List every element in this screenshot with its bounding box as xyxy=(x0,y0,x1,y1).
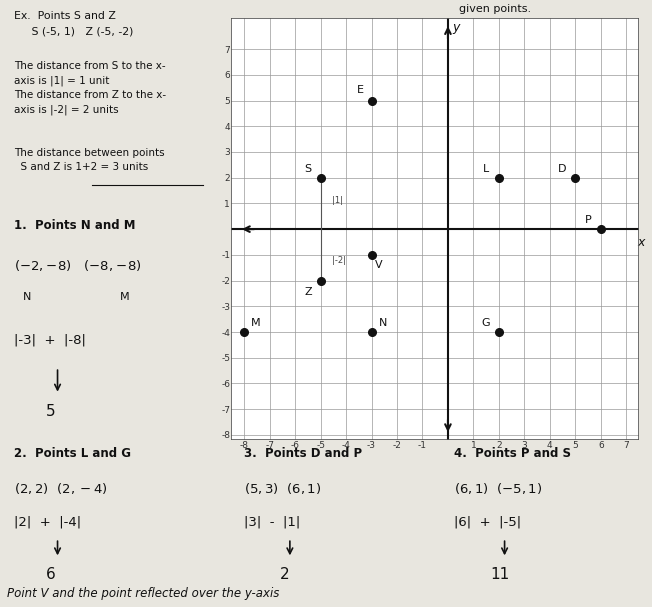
Text: given points.: given points. xyxy=(460,4,531,14)
Text: D: D xyxy=(558,164,567,174)
Text: P: P xyxy=(585,215,591,225)
Text: 2.  Points L and G: 2. Points L and G xyxy=(14,447,131,460)
Text: Z: Z xyxy=(304,287,312,297)
Text: $(6, 1)$  $(-5, 1)$: $(6, 1)$ $(-5, 1)$ xyxy=(454,481,542,497)
Text: E: E xyxy=(357,85,364,95)
Text: N: N xyxy=(379,318,387,328)
Text: y: y xyxy=(452,21,459,34)
Text: S: S xyxy=(304,164,312,174)
Text: |-2|: |-2| xyxy=(332,256,346,265)
Text: |1|: |1| xyxy=(332,197,343,205)
Text: |3|  -  |1|: |3| - |1| xyxy=(244,515,300,529)
Text: G: G xyxy=(482,318,490,328)
Text: 2: 2 xyxy=(280,567,289,582)
Text: 6: 6 xyxy=(46,567,56,582)
Text: |2|  +  |-4|: |2| + |-4| xyxy=(14,515,81,529)
Text: $(5, 3)$  $(6, 1)$: $(5, 3)$ $(6, 1)$ xyxy=(244,481,321,497)
Text: 1.  Points N and M: 1. Points N and M xyxy=(14,219,136,232)
Text: Ex.  Points S and Z
     S (-5, 1)   Z (-5, -2): Ex. Points S and Z S (-5, 1) Z (-5, -2) xyxy=(14,12,133,51)
Text: $(2, 2)$  $(2, -4)$: $(2, 2)$ $(2, -4)$ xyxy=(14,481,108,497)
Text: L: L xyxy=(483,164,489,174)
Text: 3.  Points D and P: 3. Points D and P xyxy=(244,447,362,460)
Text: |6|  +  |-5|: |6| + |-5| xyxy=(454,515,521,529)
Text: V: V xyxy=(376,260,383,270)
Text: N: N xyxy=(23,292,31,302)
Text: M: M xyxy=(120,292,129,302)
Text: The distance between points
  S and Z is 1+2 = 3 units: The distance between points S and Z is 1… xyxy=(14,148,164,172)
Text: 4.  Points P and S: 4. Points P and S xyxy=(454,447,571,460)
Text: 11: 11 xyxy=(490,567,509,582)
Text: The distance from S to the x-
axis is |1| = 1 unit
The distance from Z to the x-: The distance from S to the x- axis is |1… xyxy=(14,61,166,115)
Text: x: x xyxy=(638,236,645,248)
Text: 5: 5 xyxy=(46,404,55,419)
Text: $(-2,\!-\!8)$   $(-8,\!-\!8)$: $(-2,\!-\!8)$ $(-8,\!-\!8)$ xyxy=(14,258,141,273)
Text: M: M xyxy=(251,318,260,328)
Text: Point V and the point reflected over the y-axis: Point V and the point reflected over the… xyxy=(7,587,279,600)
Text: |-3|  +  |-8|: |-3| + |-8| xyxy=(14,333,85,346)
